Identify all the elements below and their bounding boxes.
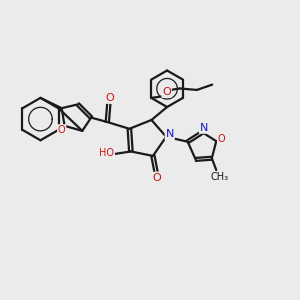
Text: O: O [105,93,114,103]
Text: HO: HO [99,148,114,158]
Text: N: N [166,129,174,140]
Text: CH₃: CH₃ [211,172,229,182]
Text: O: O [152,173,161,183]
Text: N: N [200,123,208,133]
Text: O: O [218,134,225,144]
Text: O: O [58,125,65,135]
Text: O: O [162,87,171,97]
